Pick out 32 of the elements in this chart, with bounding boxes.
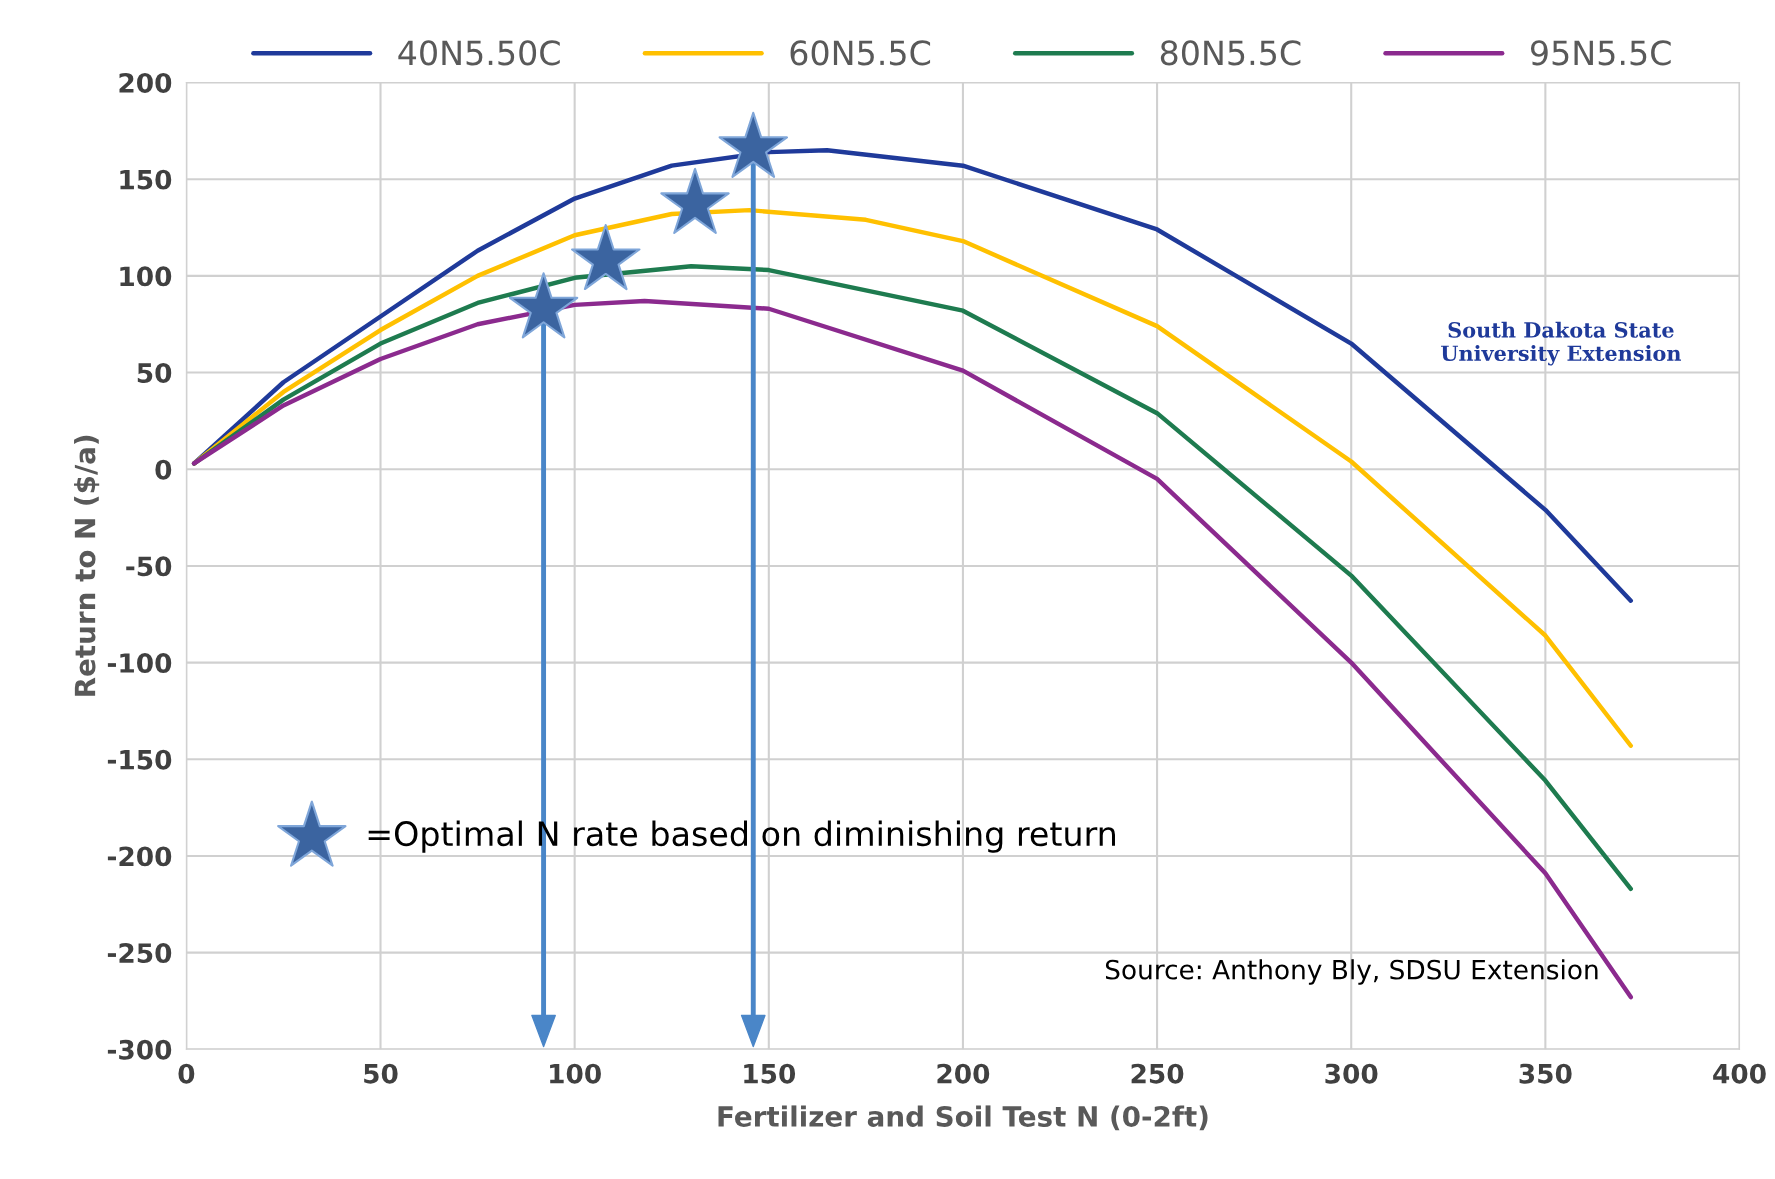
x-tick-label: 400 — [1713, 1063, 1766, 1084]
y-tick-label: -300 — [107, 1039, 172, 1060]
y-axis-title: Return to N ($/a) — [74, 435, 100, 696]
x-tick-label: 100 — [550, 1063, 601, 1084]
x-tick-label: 200 — [937, 1063, 990, 1084]
y-tick-label: 0 — [155, 459, 172, 480]
x-axis-title: Fertilizer and Soil Test N (0-2ft) — [718, 1105, 1208, 1131]
legend-label: 95N5.5C — [1530, 40, 1671, 66]
y-tick-label: -100 — [107, 653, 172, 673]
annotation: South Dakota State University Extension — [1441, 321, 1682, 366]
point — [571, 223, 641, 291]
annotation: Source: Anthony Bly, SDSU Extension — [1105, 959, 1598, 985]
point — [660, 167, 730, 235]
y-tick-label: 200 — [119, 72, 172, 93]
x-tick-label: 250 — [1131, 1063, 1184, 1084]
x-tick-label: 50 — [364, 1063, 398, 1084]
x-tick-label: 350 — [1519, 1063, 1572, 1084]
y-tick-label: -200 — [107, 846, 172, 867]
point — [718, 111, 788, 178]
y-tick-label: -250 — [107, 943, 172, 964]
x-tick-label: 300 — [1325, 1063, 1378, 1084]
y-tick-label: 100 — [120, 266, 172, 287]
y-tick-label: -50 — [126, 556, 172, 577]
legend-label: 60N5.5C — [790, 40, 931, 66]
point — [508, 272, 579, 339]
legend-label: 40N5.50C — [398, 40, 560, 66]
y-tick-label: 50 — [137, 363, 172, 383]
y-tick-label: -150 — [107, 749, 172, 770]
legend-label: 80N5.5C — [1160, 40, 1301, 66]
x-tick-label: 150 — [744, 1063, 796, 1084]
y-tick-label: 150 — [120, 169, 172, 190]
x-tick-label: 0 — [178, 1063, 195, 1084]
